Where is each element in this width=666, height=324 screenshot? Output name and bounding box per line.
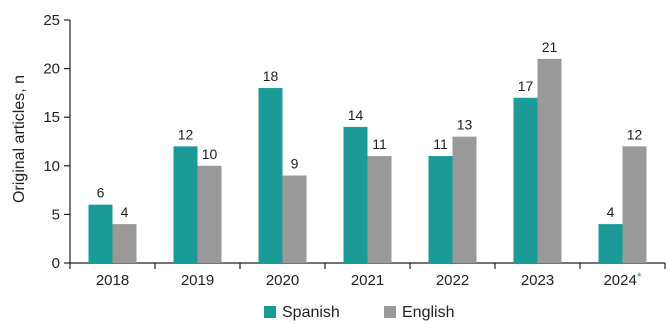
bar-value-label: 14 — [348, 107, 364, 123]
legend-label-english: English — [402, 304, 454, 321]
footnote-mark: * — [637, 270, 642, 284]
bar-value-label: 12 — [627, 126, 643, 142]
legend-swatch-english — [384, 306, 396, 318]
bar-spanish-2019 — [173, 146, 198, 263]
y-axis-title: Original articles, n — [11, 75, 28, 203]
bar-value-label: 21 — [542, 39, 558, 55]
bar-english-2020 — [282, 175, 307, 263]
bar-english-2019 — [197, 165, 222, 263]
bar-spanish-2022 — [428, 156, 453, 263]
bar-value-label: 17 — [518, 78, 534, 94]
bar-english-2024 — [622, 146, 647, 263]
bar-value-label: 6 — [97, 185, 105, 201]
x-tick-label: 2018 — [96, 272, 129, 289]
x-tick-label: 2023 — [521, 272, 554, 289]
legend: Spanish English — [264, 304, 454, 321]
bar-value-label: 12 — [178, 126, 194, 142]
bar-english-2022 — [452, 136, 477, 263]
bar-spanish-2018 — [88, 204, 113, 263]
bar-english-2018 — [112, 224, 137, 263]
y-tick-label: 20 — [43, 61, 60, 78]
y-tick-label: 0 — [52, 255, 60, 272]
bar-english-2023 — [537, 58, 562, 263]
bar-value-label: 11 — [433, 136, 448, 152]
bar-value-label: 10 — [202, 146, 218, 162]
legend-label-spanish: Spanish — [282, 304, 340, 321]
bar-value-label: 13 — [457, 117, 473, 133]
x-axis-ticks: 2018 2019 2020 2021 2022 2023 2024* — [69, 263, 666, 289]
y-axis-ticks: 0 5 10 15 20 25 — [43, 12, 70, 272]
bar-english-2021 — [367, 156, 392, 263]
bar-spanish-2021 — [343, 126, 368, 263]
y-tick-label: 5 — [52, 206, 60, 223]
bar-value-label: 11 — [372, 136, 387, 152]
legend-swatch-spanish — [264, 306, 276, 318]
y-tick-label: 25 — [43, 12, 60, 29]
bar-spanish-2020 — [258, 88, 283, 263]
bar-value-label: 9 — [291, 156, 299, 172]
x-tick-label: 2024* — [603, 270, 641, 289]
bar-series — [88, 58, 647, 263]
bar-spanish-2023 — [513, 97, 538, 263]
x-tick-label: 2022 — [436, 272, 469, 289]
bar-value-label: 18 — [263, 68, 279, 84]
bar-spanish-2024 — [598, 224, 623, 263]
y-tick-label: 15 — [43, 109, 60, 126]
x-tick-label: 2020 — [266, 272, 299, 289]
bar-value-label: 4 — [607, 204, 615, 220]
bar-value-label: 4 — [121, 204, 129, 220]
x-tick-label: 2021 — [351, 272, 384, 289]
x-tick-label: 2019 — [181, 272, 214, 289]
y-tick-label: 10 — [43, 158, 60, 175]
